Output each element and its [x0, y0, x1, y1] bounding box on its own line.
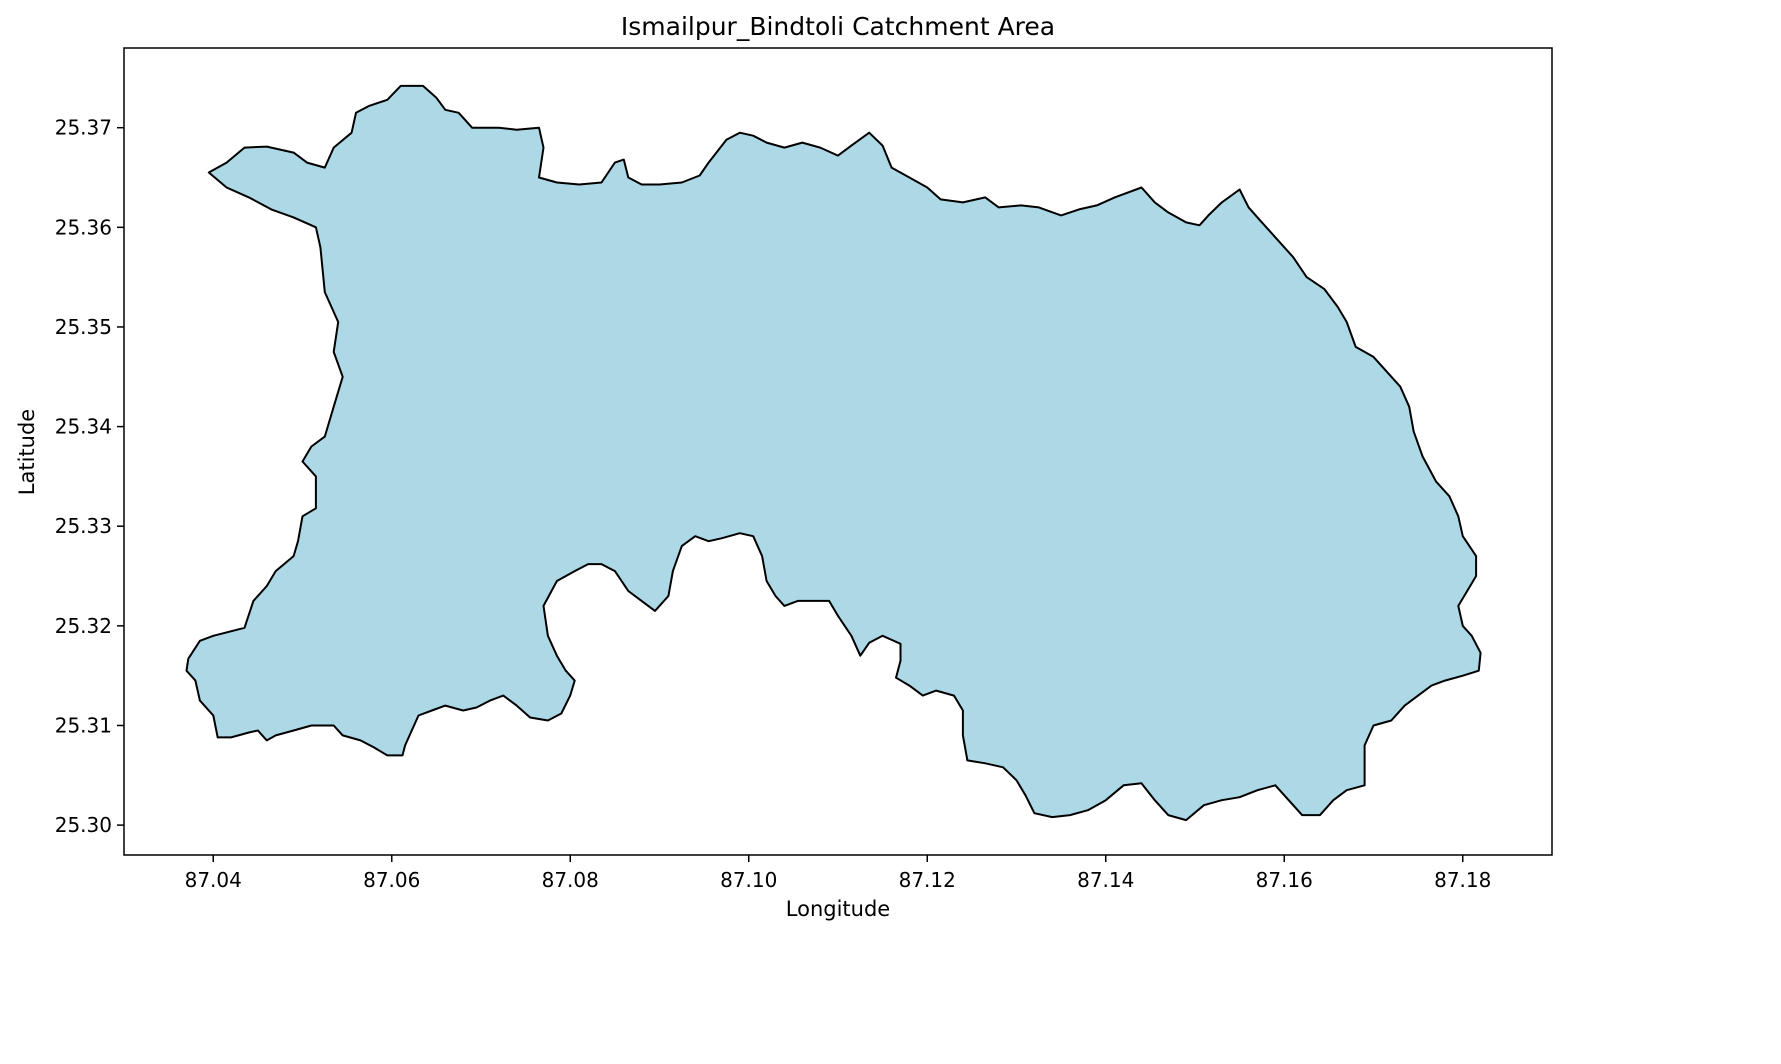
x-axis-label: Longitude — [786, 897, 890, 921]
chart-title: Ismailpur_Bindtoli Catchment Area — [621, 12, 1055, 41]
x-tick-label: 87.08 — [542, 868, 599, 892]
x-tick-label: 87.04 — [185, 868, 242, 892]
plot-frame — [123, 47, 1553, 856]
y-tick-label: 25.34 — [55, 415, 112, 439]
y-tick-label: 25.32 — [55, 614, 112, 638]
catchment-polygon — [185, 84, 1482, 822]
x-tick-label: 87.16 — [1256, 868, 1313, 892]
x-tick-label: 87.12 — [899, 868, 956, 892]
x-tick-label: 87.06 — [363, 868, 420, 892]
y-axis-ticks: 25.30 25.31 25.32 25.33 25.34 25.35 25.36 25.37 — [55, 116, 124, 837]
y-tick-label: 25.36 — [55, 215, 112, 239]
plot-area — [123, 47, 1553, 856]
x-tick-label: 87.14 — [1077, 868, 1134, 892]
y-axis-label: Latitude — [15, 409, 39, 495]
x-axis-ticks: 87.04 87.06 87.08 87.10 87.12 87.14 87.16 87.18 — [185, 855, 1491, 892]
y-tick-label: 25.37 — [55, 116, 112, 140]
y-tick-label: 25.31 — [55, 713, 112, 737]
x-tick-label: 87.10 — [720, 868, 777, 892]
y-tick-label: 25.33 — [55, 514, 112, 538]
y-tick-label: 25.35 — [55, 315, 112, 339]
x-tick-label: 87.18 — [1434, 868, 1491, 892]
y-tick-label: 25.30 — [55, 813, 112, 837]
